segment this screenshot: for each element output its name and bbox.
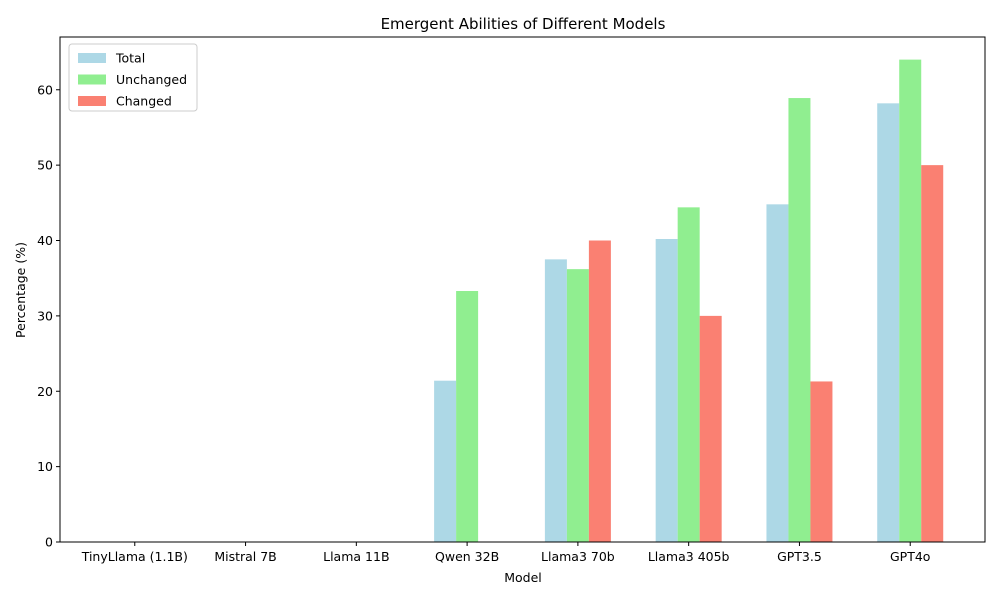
bar-changed bbox=[588, 240, 611, 543]
bar-unchanged bbox=[566, 269, 589, 542]
x-tick-label: Llama3 405b bbox=[648, 549, 730, 564]
bar-total bbox=[655, 239, 678, 542]
bar-changed bbox=[921, 165, 944, 542]
bar-changed bbox=[810, 381, 833, 542]
y-tick-label: 10 bbox=[37, 459, 53, 474]
y-tick-label: 20 bbox=[37, 384, 53, 399]
y-axis: 0 10 20 30 40 50 60 bbox=[37, 82, 60, 550]
y-tick-label: 30 bbox=[37, 308, 53, 323]
chart-title: Emergent Abilities of Different Models bbox=[381, 15, 666, 33]
bar-total bbox=[766, 204, 789, 542]
x-tick-label: Qwen 32B bbox=[435, 549, 499, 564]
x-tick-label: GPT4o bbox=[890, 549, 930, 564]
legend-swatch bbox=[78, 74, 106, 85]
x-tick-label: GPT3.5 bbox=[777, 549, 822, 564]
x-tick-label: Llama 11B bbox=[323, 549, 389, 564]
bar-total bbox=[544, 259, 567, 542]
plot-frame bbox=[59, 36, 986, 543]
y-tick-label: 60 bbox=[37, 82, 53, 97]
y-axis-label: Percentage (%) bbox=[13, 242, 28, 338]
bar-unchanged bbox=[456, 291, 479, 542]
y-tick-label: 40 bbox=[37, 233, 53, 248]
x-axis: TinyLlama (1.1B) Mistral 7B Llama 11B Qwen … bbox=[81, 542, 930, 564]
x-tick-label: Llama3 70b bbox=[541, 549, 615, 564]
bar-total bbox=[877, 103, 900, 542]
legend-label: Unchanged bbox=[116, 72, 187, 87]
x-tick-label: TinyLlama (1.1B) bbox=[81, 549, 188, 564]
y-tick-label: 0 bbox=[45, 535, 53, 550]
bar-unchanged bbox=[788, 98, 811, 542]
legend-label: Total bbox=[115, 51, 145, 66]
legend-swatch bbox=[78, 96, 106, 106]
legend-swatch bbox=[78, 53, 106, 63]
legend-label: Changed bbox=[116, 94, 172, 109]
legend: Total Unchanged Changed bbox=[68, 43, 198, 112]
y-tick-label: 50 bbox=[37, 158, 53, 173]
bars-group bbox=[434, 59, 944, 543]
bar-total bbox=[434, 380, 457, 542]
x-axis-label: Model bbox=[504, 570, 542, 585]
bar-changed bbox=[699, 315, 722, 542]
bar-unchanged bbox=[899, 59, 922, 542]
bar-unchanged bbox=[677, 207, 700, 543]
x-tick-label: Mistral 7B bbox=[214, 549, 276, 564]
